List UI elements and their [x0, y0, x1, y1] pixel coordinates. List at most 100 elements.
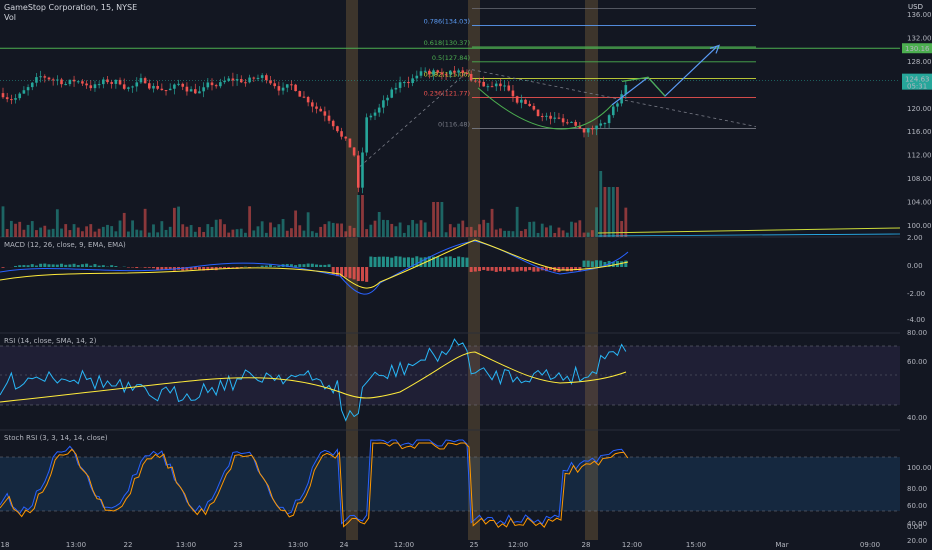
candle-body [382, 100, 385, 108]
macd-bar [599, 260, 603, 267]
macd-bar [227, 267, 231, 269]
candle-body [457, 70, 460, 73]
macd-bar [239, 267, 243, 268]
volume-bar [394, 226, 398, 237]
candle-body [336, 126, 339, 132]
candle-body [315, 106, 318, 109]
volume-bar [114, 231, 118, 237]
candle-body [486, 86, 490, 88]
candle-body [219, 82, 222, 87]
candle-body [102, 79, 105, 85]
macd-bar [126, 267, 130, 268]
volume-bar [457, 223, 461, 237]
macd-bar [511, 267, 515, 272]
macd-bar [503, 267, 507, 272]
volume-bar [118, 220, 122, 237]
candle-body [340, 131, 343, 137]
bar-countdown-label: 05:31 [907, 83, 927, 91]
volume-bar [189, 225, 193, 237]
volume-bar [198, 227, 201, 237]
volume-bar [545, 227, 548, 237]
macd-bar [319, 264, 323, 267]
candle-body [97, 84, 101, 86]
candle-body [448, 70, 452, 75]
time-tick-label: 18 [1, 541, 10, 549]
volume-bar [239, 228, 243, 237]
volume-bar [336, 223, 339, 237]
candle-body [18, 93, 22, 99]
volume-bar [89, 224, 93, 237]
candle-body [252, 77, 256, 79]
stoch-rsi-title[interactable]: Stoch RSI (3, 3, 14, 14, close) [4, 434, 108, 442]
candle-body [603, 123, 607, 125]
macd-bar [549, 267, 553, 271]
macd-bar [93, 264, 97, 267]
candle-body [202, 87, 205, 92]
rsi-title[interactable]: RSI (14, close, SMA, 14, 2) [4, 337, 97, 345]
symbol-title[interactable]: GameStop Corporation, 15, NYSE [4, 3, 138, 12]
cup-pattern-curve [477, 87, 613, 130]
volume-bar [386, 220, 389, 237]
candle-body [344, 136, 348, 139]
volume-bar [248, 206, 252, 237]
rsi-tick-label: 80.00 [907, 329, 927, 337]
volume-bar [440, 202, 444, 237]
candle-body [319, 108, 322, 112]
volume-bar [93, 231, 97, 237]
macd-tick-label: 0.00 [907, 262, 923, 270]
fib-anchor-line [359, 69, 471, 167]
volume-bar [122, 212, 126, 237]
candle-body [423, 70, 427, 72]
macd-bar [72, 263, 76, 267]
stoch-tick-label: 80.00 [907, 485, 927, 493]
candle-body [524, 99, 527, 104]
macd-bar [206, 267, 210, 271]
volume-bar [381, 219, 385, 237]
volume-bar [407, 225, 410, 237]
macd-bar [80, 264, 84, 267]
macd-bar [365, 267, 369, 282]
fib-level-label: 0.618(130.37) [424, 39, 470, 47]
candle-body [223, 80, 226, 83]
fib-level-label: 0.5(127.84) [432, 54, 470, 62]
macd-signal-line [0, 239, 629, 289]
candle-body [595, 125, 598, 130]
volume-bar [1, 206, 5, 237]
time-tick-label: 15:00 [686, 541, 706, 549]
volume-bar [290, 228, 293, 237]
candle-body [198, 91, 201, 94]
macd-bar [590, 261, 594, 267]
macd-bar [561, 267, 565, 271]
macd-bar [306, 263, 310, 267]
volume-bar [143, 208, 147, 237]
volume-bar [595, 207, 598, 237]
volume-bar [528, 221, 532, 237]
volume-bar [298, 225, 302, 237]
time-tick-label: 28 [582, 541, 591, 549]
candle-body [177, 83, 180, 85]
macd-bar [390, 257, 394, 267]
volume-bar [586, 232, 590, 237]
volume-bar [469, 226, 473, 237]
volume-bar [235, 229, 239, 237]
volume-bar [5, 229, 9, 237]
macd-title[interactable]: MACD (12, 26, close, 9, EMA, EMA) [4, 241, 126, 249]
macd-bar [285, 263, 289, 267]
time-tick-label: 09:00 [860, 541, 880, 549]
rsi-band [0, 346, 900, 405]
macd-bar [277, 265, 281, 267]
volume-bar [348, 225, 352, 237]
macd-bar [498, 267, 502, 272]
volume-bar [574, 222, 578, 237]
candle-body [574, 121, 577, 126]
volume-bar [252, 230, 256, 237]
candle-body [248, 77, 251, 83]
candle-body [1, 93, 5, 98]
volume-bar [223, 224, 226, 237]
candle-body [68, 79, 72, 85]
volume-bar [540, 223, 544, 237]
volume-bar [227, 232, 231, 237]
candle-body [327, 115, 331, 121]
